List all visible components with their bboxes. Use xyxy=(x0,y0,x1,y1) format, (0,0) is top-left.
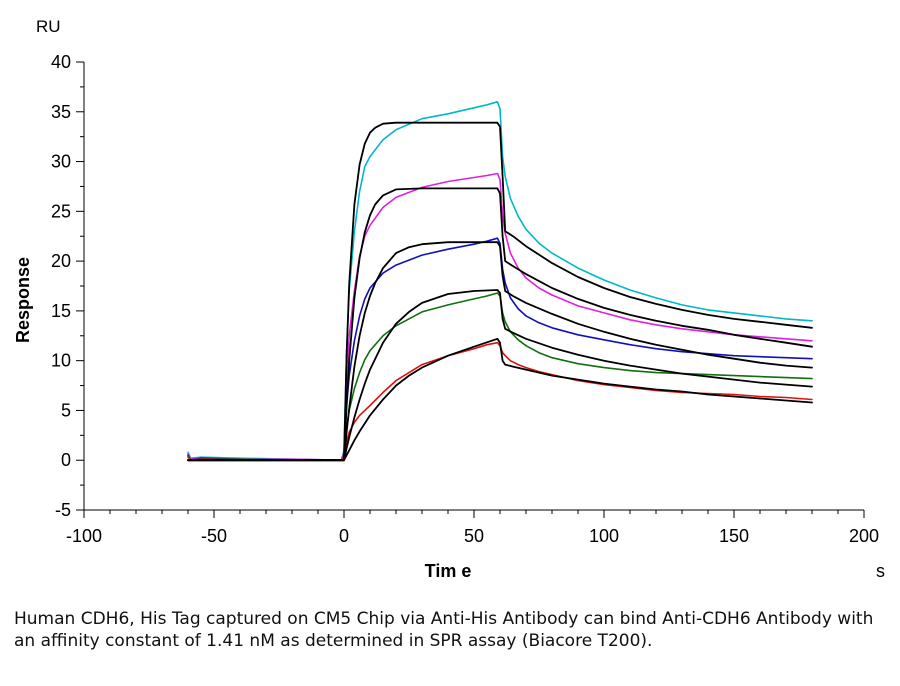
x-tick-label: 0 xyxy=(339,526,349,546)
y-axis-label: Response xyxy=(13,257,33,343)
fit-curve-9 xyxy=(187,289,813,462)
y-tick-label: 20 xyxy=(51,251,71,271)
fit-curve-6 xyxy=(187,121,813,462)
x-axis-label: Tim e xyxy=(425,561,472,581)
measured-curve-1 xyxy=(187,101,813,461)
fit-curve-10 xyxy=(187,337,813,462)
y-axis-ticks: -5 0 5 10 15 20 25 30 35 40 xyxy=(51,52,84,520)
series-layer xyxy=(187,101,813,462)
x-tick-label: 150 xyxy=(719,526,749,546)
measured-curve-5 xyxy=(187,341,813,461)
fit-curve-8 xyxy=(187,241,813,462)
measured-curve-4 xyxy=(187,292,813,461)
y-tick-label: 15 xyxy=(51,301,71,321)
figure-caption: Human CDH6, His Tag captured on CM5 Chip… xyxy=(14,609,874,651)
y-tick-label: 35 xyxy=(51,102,71,122)
fit-curve-7 xyxy=(187,187,813,462)
measured-curve-3 xyxy=(187,237,813,461)
y-tick-label: 25 xyxy=(51,201,71,221)
x-tick-label: 50 xyxy=(464,526,484,546)
x-axis-unit: s xyxy=(876,561,885,581)
y-tick-label: 30 xyxy=(51,152,71,172)
y-tick-label: 10 xyxy=(51,351,71,371)
x-tick-label: 100 xyxy=(589,526,619,546)
y-tick-label: 5 xyxy=(61,400,71,420)
y-tick-label: 0 xyxy=(61,450,71,470)
x-tick-label: 200 xyxy=(849,526,879,546)
x-tick-label: -100 xyxy=(66,526,102,546)
y-tick-label: 40 xyxy=(51,52,71,72)
y-tick-label: -5 xyxy=(55,500,71,520)
x-axis-ticks: -100 -50 0 50 100 150 200 xyxy=(66,510,879,546)
x-tick-label: -50 xyxy=(201,526,227,546)
y-axis-unit: RU xyxy=(36,17,61,36)
